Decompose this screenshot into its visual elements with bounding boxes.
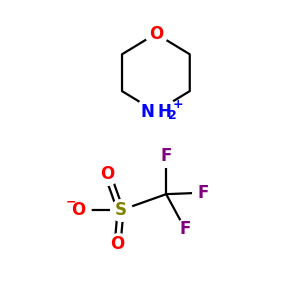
- Text: O: O: [71, 201, 85, 219]
- Text: O: O: [100, 165, 114, 183]
- Text: O: O: [149, 25, 163, 43]
- Text: F: F: [197, 184, 209, 202]
- Text: −: −: [65, 195, 76, 208]
- Text: F: F: [180, 220, 191, 238]
- Text: F: F: [160, 147, 172, 165]
- Text: S: S: [115, 201, 127, 219]
- Text: N: N: [140, 103, 154, 121]
- Text: O: O: [110, 235, 125, 253]
- Text: +: +: [173, 98, 183, 111]
- Text: 2: 2: [168, 109, 177, 122]
- Text: H: H: [158, 103, 171, 121]
